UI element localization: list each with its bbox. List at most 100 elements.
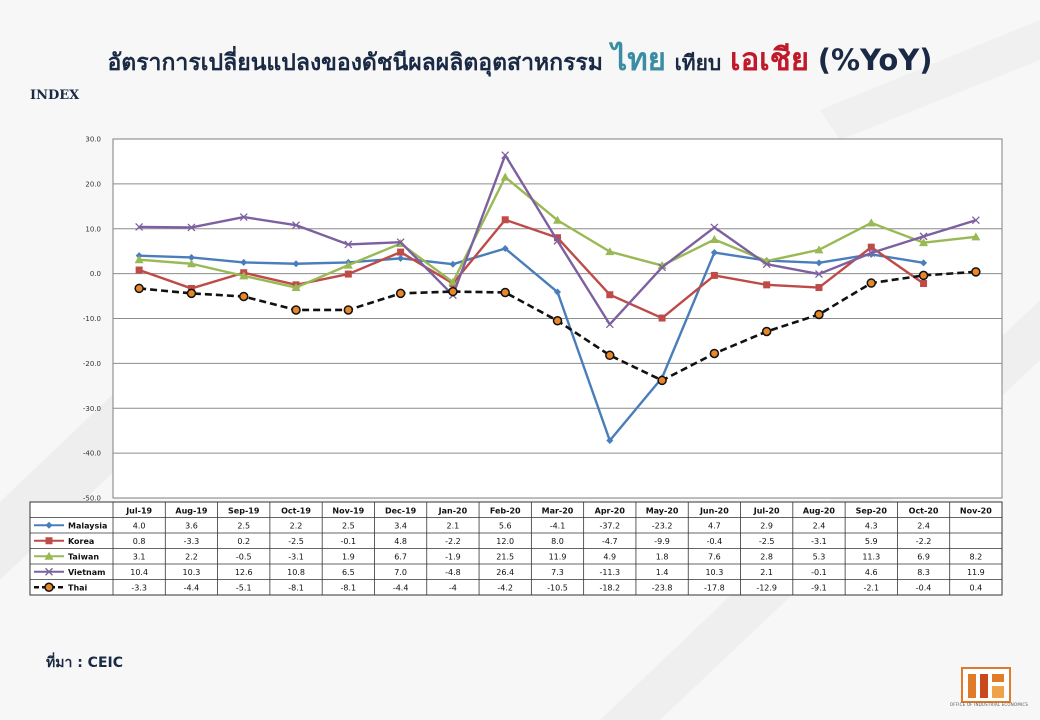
title-main: อัตราการเปลี่ยนแปลงของดัชนีผลผลิตอุตสาหก… (107, 50, 603, 76)
data-point (448, 286, 458, 297)
x-tick-label: Sep-20 (856, 507, 888, 516)
chart-title: อัตราการเปลี่ยนแปลงของดัชนีผลผลิตอุตสาหก… (0, 34, 1040, 84)
data-label: -2.2 (445, 537, 461, 546)
legend-entry: Thai (68, 583, 88, 592)
data-point (554, 288, 561, 296)
data-label: 10.3 (183, 568, 201, 577)
data-point (971, 216, 980, 225)
x-tick-label: Dec-19 (385, 507, 417, 516)
data-label: 6.9 (917, 552, 930, 561)
data-label: 2.8 (760, 552, 773, 561)
data-point (919, 232, 928, 241)
data-label: 7.6 (708, 552, 721, 561)
data-label: -12.9 (756, 583, 777, 592)
data-label: 8.3 (917, 568, 930, 577)
data-label: 2.1 (447, 521, 460, 530)
data-point (291, 283, 301, 292)
data-label: 10.8 (287, 568, 305, 577)
data-point (919, 238, 929, 247)
data-point (135, 266, 143, 274)
legend-entry: Vietnam (68, 568, 105, 577)
data-point (343, 260, 353, 269)
data-point (292, 221, 300, 230)
data-label: 4.0 (133, 521, 146, 530)
data-point (501, 151, 510, 160)
data-label: -4.8 (445, 568, 461, 577)
data-point (657, 375, 667, 386)
data-label: -10.5 (547, 583, 568, 592)
data-label: -0.1 (811, 568, 827, 577)
series-thai (134, 267, 981, 386)
logo-org-text: OFFICE OF INDUSTRIAL ECONOMICS (949, 702, 1029, 707)
data-label: 1.9 (342, 552, 355, 561)
x-tick-label: Feb-20 (490, 507, 521, 516)
data-point (710, 223, 719, 232)
x-tick-label: Mar-20 (542, 507, 574, 516)
data-point (606, 437, 614, 445)
data-label: 4.7 (708, 521, 721, 530)
data-label: -9.1 (811, 583, 827, 592)
data-point (500, 172, 510, 181)
y-tick-label: 30.0 (85, 136, 101, 144)
series-line-malaysia (139, 247, 924, 442)
x-tick-label: Nov-19 (332, 507, 364, 516)
x-tick-label: Aug-19 (175, 507, 208, 516)
data-label: -17.8 (704, 583, 725, 592)
data-point (239, 271, 249, 280)
data-label: 0.2 (237, 537, 250, 546)
y-tick-label: -10.0 (83, 315, 101, 323)
x-tick-label: Aug-20 (803, 507, 836, 516)
data-point (971, 232, 981, 241)
data-point (186, 259, 196, 268)
index-label: INDEX (30, 88, 80, 103)
data-label: 2.5 (342, 521, 355, 530)
data-point (501, 216, 509, 224)
data-label: 2.9 (760, 521, 773, 530)
data-label: 2.2 (185, 552, 198, 561)
data-point (344, 240, 353, 249)
data-label: 8.2 (969, 552, 982, 561)
data-point (761, 326, 772, 337)
y-tick-label: -40.0 (83, 450, 101, 458)
data-label: -2.5 (759, 537, 775, 546)
data-label: 12.0 (496, 537, 514, 546)
data-label: -4.4 (393, 583, 409, 592)
data-label: 0.8 (133, 537, 146, 546)
data-point (553, 236, 562, 245)
data-label: 2.1 (760, 568, 773, 577)
data-label: -2.2 (916, 537, 932, 546)
data-label: 5.3 (813, 552, 826, 561)
data-label: 3.4 (394, 521, 407, 530)
data-point (606, 291, 614, 299)
data-point (45, 567, 53, 576)
data-point (605, 320, 614, 329)
data-label: -0.5 (236, 552, 252, 561)
data-label: -3.3 (184, 537, 200, 546)
data-point (448, 277, 458, 286)
data-point (710, 249, 718, 257)
data-point (343, 305, 354, 315)
data-point (500, 287, 510, 298)
data-label: 6.5 (342, 568, 355, 577)
series-vietnam (135, 151, 980, 329)
source-note: ที่มา : CEIC (46, 655, 123, 671)
data-point (395, 288, 406, 299)
data-label: -0.4 (707, 537, 723, 546)
y-tick-label: -50.0 (83, 495, 101, 503)
data-label: 4.9 (603, 552, 616, 561)
title-mid: เทียบ (674, 51, 722, 75)
data-label: -11.3 (599, 568, 620, 577)
data-label: -37.2 (599, 521, 620, 530)
data-point (553, 215, 562, 224)
data-label: -3.1 (811, 537, 827, 546)
data-point (920, 279, 928, 287)
data-point (918, 270, 929, 281)
data-label: 4.3 (865, 521, 878, 530)
data-label: -4.7 (602, 537, 618, 546)
data-label: 10.4 (130, 568, 148, 577)
data-point (44, 551, 54, 560)
data-point (866, 218, 876, 227)
data-label: -4.4 (184, 583, 200, 592)
data-point (45, 537, 53, 545)
